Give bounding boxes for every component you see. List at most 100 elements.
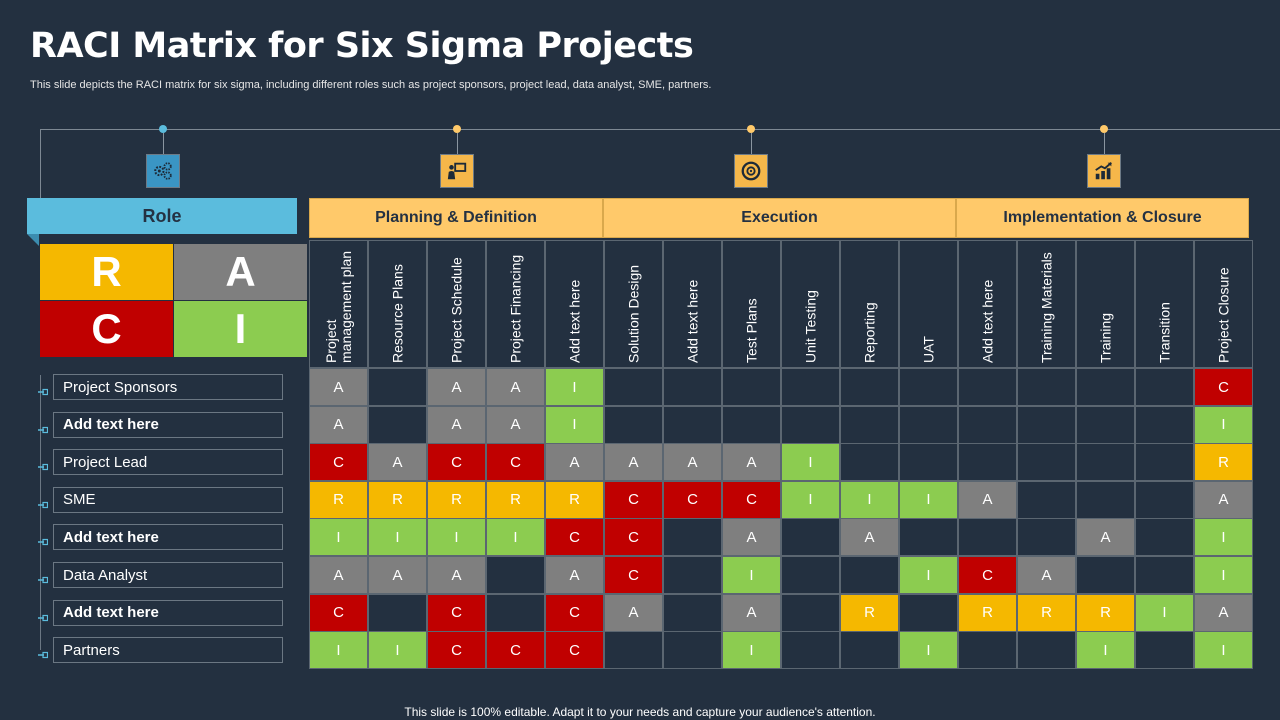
- raci-cell: A: [663, 443, 722, 482]
- growth-chart-icon: [1087, 154, 1121, 188]
- raci-cell: I: [368, 518, 427, 557]
- raci-cell: [368, 368, 427, 407]
- raci-cell: I: [781, 443, 840, 482]
- raci-cell: I: [427, 518, 486, 557]
- footer-note: This slide is 100% editable. Adapt it to…: [404, 705, 876, 719]
- raci-cell: [1017, 443, 1076, 482]
- timeline-dot: [1100, 125, 1108, 133]
- raci-cell: [1076, 368, 1135, 407]
- raci-cell: [958, 631, 1017, 670]
- raci-cell: [486, 593, 545, 632]
- timeline-stem: [163, 133, 164, 155]
- timeline-stem: [751, 133, 752, 155]
- raci-cell: [840, 556, 899, 595]
- row-label: Project Sponsors: [53, 374, 283, 400]
- raci-cell: [781, 368, 840, 407]
- raci-cell: [1017, 518, 1076, 557]
- role-header-fold: [27, 234, 39, 246]
- column-header: Resource Plans: [368, 240, 427, 368]
- row-label: SME: [53, 486, 283, 513]
- raci-cell: R: [1017, 593, 1076, 632]
- column-header: Project management plan: [309, 240, 368, 368]
- raci-cell: A: [722, 443, 781, 482]
- column-header-label: Project Schedule: [448, 257, 464, 363]
- role-tree-line: [40, 375, 41, 650]
- raci-cell: I: [309, 631, 368, 670]
- raci-cell: C: [427, 593, 486, 632]
- raci-cell: R: [1194, 443, 1253, 482]
- column-header: Test Plans: [722, 240, 781, 368]
- raci-cell: C: [427, 631, 486, 670]
- timeline-stem: [1104, 133, 1105, 155]
- row-label: Add text here: [53, 411, 283, 438]
- raci-cell: C: [958, 556, 1017, 595]
- row-label: Partners: [53, 637, 283, 664]
- legend-i: I: [174, 301, 307, 357]
- raci-cell: [958, 518, 1017, 557]
- raci-cell: C: [545, 518, 604, 557]
- raci-cell: [1135, 368, 1194, 407]
- page-subtitle: This slide depicts the RACI matrix for s…: [30, 79, 712, 91]
- raci-cell: I: [368, 631, 427, 670]
- raci-cell: [1135, 443, 1194, 482]
- raci-cell: [1076, 480, 1135, 519]
- raci-cell: [1135, 556, 1194, 595]
- phase-execution: Execution: [603, 198, 956, 238]
- raci-cell: A: [309, 405, 368, 444]
- raci-cell: [1017, 480, 1076, 519]
- column-header-label: Project management plan: [322, 250, 354, 363]
- raci-cell: C: [309, 443, 368, 482]
- row-bullet-icon: [38, 383, 49, 396]
- raci-cell: R: [958, 593, 1017, 632]
- raci-cell: I: [1194, 405, 1253, 444]
- raci-cell: [899, 405, 958, 444]
- column-header: Transition: [1135, 240, 1194, 368]
- presentation-icon: [440, 154, 474, 188]
- raci-cell: [663, 368, 722, 407]
- row-bullet-icon: [38, 533, 49, 546]
- raci-cell: [899, 443, 958, 482]
- raci-cell: I: [1135, 593, 1194, 632]
- raci-cell: I: [899, 556, 958, 595]
- page-title: RACI Matrix for Six Sigma Projects: [30, 26, 694, 66]
- raci-cell: R: [368, 480, 427, 519]
- legend-c: C: [40, 301, 173, 357]
- raci-cell: [781, 593, 840, 632]
- raci-cell: C: [604, 556, 663, 595]
- raci-cell: [1017, 631, 1076, 670]
- raci-cell: [899, 593, 958, 632]
- raci-cell: R: [486, 480, 545, 519]
- phase-implementation-closure: Implementation & Closure: [956, 198, 1249, 238]
- raci-cell: C: [486, 443, 545, 482]
- raci-cell: C: [722, 480, 781, 519]
- raci-cell: [722, 405, 781, 444]
- raci-cell: [1135, 518, 1194, 557]
- column-header-label: Solution Design: [625, 264, 641, 363]
- column-header-label: Add text here: [979, 279, 995, 363]
- raci-cell: C: [604, 518, 663, 557]
- raci-cell: A: [486, 368, 545, 407]
- raci-cell: A: [368, 556, 427, 595]
- raci-cell: [781, 518, 840, 557]
- raci-cell: C: [1194, 368, 1253, 407]
- column-header: Project Financing: [486, 240, 545, 368]
- raci-cell: C: [545, 631, 604, 670]
- timeline-connector: [40, 129, 41, 199]
- raci-cell: [899, 518, 958, 557]
- raci-cell: [1135, 480, 1194, 519]
- raci-cell: [840, 631, 899, 670]
- column-header-label: Test Plans: [743, 298, 759, 363]
- raci-cell: [781, 556, 840, 595]
- raci-cell: C: [427, 443, 486, 482]
- raci-cell: [958, 443, 1017, 482]
- raci-cell: [1135, 405, 1194, 444]
- column-header: UAT: [899, 240, 958, 368]
- raci-cell: [958, 368, 1017, 407]
- raci-cell: I: [486, 518, 545, 557]
- raci-cell: [1076, 405, 1135, 444]
- raci-cell: R: [309, 480, 368, 519]
- raci-cell: [368, 405, 427, 444]
- raci-cell: A: [1194, 593, 1253, 632]
- raci-cell: [722, 368, 781, 407]
- column-header: Training: [1076, 240, 1135, 368]
